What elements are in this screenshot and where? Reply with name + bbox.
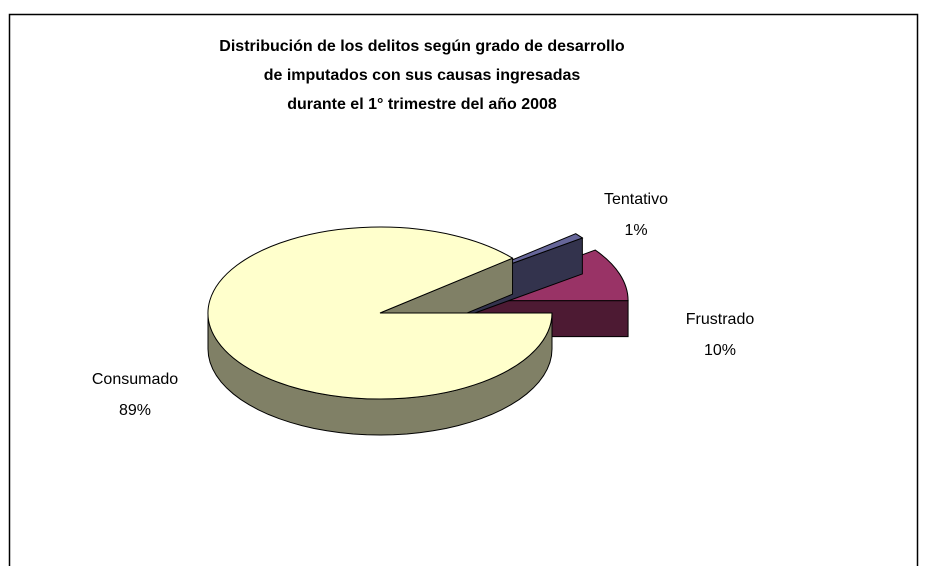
- slice-label: Tentativo: [604, 191, 668, 208]
- slice-value-label: 10%: [704, 342, 736, 359]
- slice-value-label: 89%: [119, 402, 151, 419]
- chart-title: de imputados con sus causas ingresadas: [264, 67, 581, 84]
- slice-label: Frustrado: [686, 311, 755, 328]
- chart-frame: [8, 13, 919, 566]
- chart-title: durante el 1° trimestre del año 2008: [287, 96, 557, 113]
- slice-value-label: 1%: [624, 222, 647, 239]
- pie-slice: [207, 226, 553, 436]
- chart-title: Distribución de los delitos según grado …: [219, 38, 625, 55]
- slice-top: [207, 226, 553, 400]
- slice-label: Consumado: [92, 371, 178, 388]
